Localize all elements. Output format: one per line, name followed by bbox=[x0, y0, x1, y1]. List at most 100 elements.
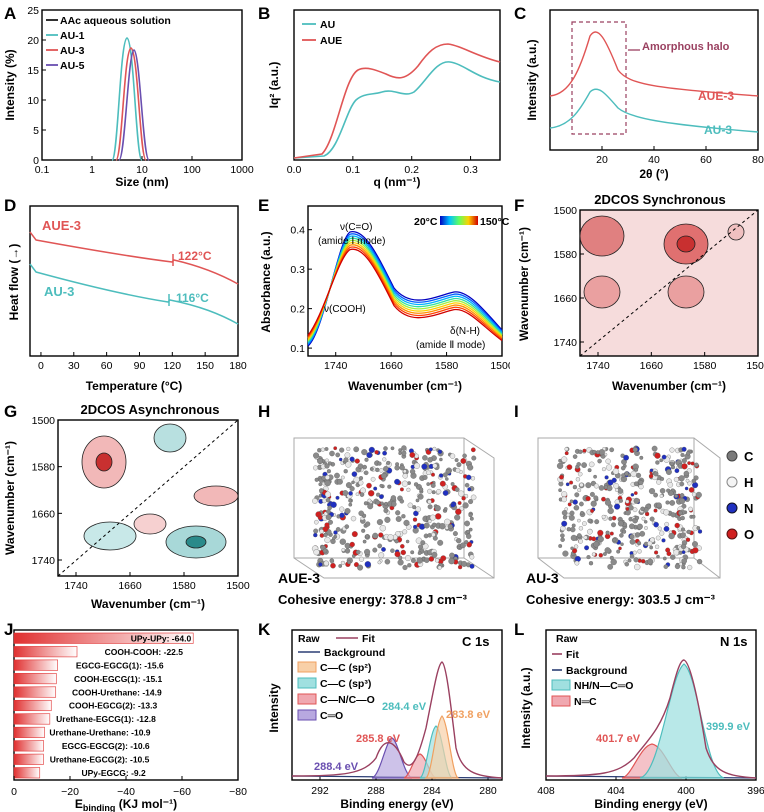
atom bbox=[594, 519, 600, 525]
atom bbox=[314, 477, 319, 482]
atom bbox=[668, 532, 675, 540]
j-xtick-label-0: 0 bbox=[11, 786, 17, 798]
atom bbox=[378, 552, 385, 559]
atom bbox=[374, 450, 379, 455]
j-bar-label-7: Urethane-Urethane: -10.9 bbox=[49, 728, 150, 738]
j-bar-1 bbox=[13, 646, 78, 658]
atom bbox=[401, 445, 407, 451]
atom bbox=[464, 520, 470, 527]
f-ytick-label-2: 1660 bbox=[554, 293, 578, 305]
atom bbox=[691, 514, 696, 519]
k-legend-box-4 bbox=[297, 677, 317, 689]
atom bbox=[457, 564, 463, 570]
atom bbox=[669, 447, 675, 453]
c-xtick-label-0: 20 bbox=[596, 154, 608, 166]
atom bbox=[324, 536, 331, 544]
j-xtick-label-3: −60 bbox=[173, 786, 191, 798]
atom bbox=[590, 500, 597, 507]
d-label-aue3: AUE-3 bbox=[42, 218, 81, 233]
atom bbox=[462, 453, 467, 459]
atom bbox=[588, 461, 595, 468]
mol-box-i bbox=[537, 437, 721, 579]
atom bbox=[471, 455, 477, 461]
a-xtick-label-2: 10 bbox=[136, 164, 148, 176]
atom bbox=[627, 558, 632, 563]
e-legend-from: 20°C bbox=[414, 216, 438, 228]
panel-label-a: A bbox=[4, 4, 17, 23]
atom bbox=[558, 488, 562, 493]
atom bbox=[421, 463, 428, 470]
b-series-au bbox=[293, 61, 501, 159]
atom bbox=[313, 549, 320, 556]
k-peak-label-1: 285.8 eV bbox=[356, 733, 401, 745]
atom bbox=[690, 461, 695, 466]
atom bbox=[405, 539, 410, 544]
atom bbox=[692, 547, 699, 554]
atom bbox=[691, 492, 697, 497]
atom bbox=[467, 464, 474, 471]
k-legend-box-6 bbox=[297, 709, 317, 721]
atom bbox=[654, 452, 661, 459]
j-xtick-label-2: −40 bbox=[117, 786, 135, 798]
atom bbox=[584, 545, 590, 551]
e-ann-cooh: ν(COOH) bbox=[324, 304, 366, 315]
atom bbox=[585, 496, 591, 502]
atom bbox=[632, 550, 637, 555]
atom bbox=[379, 468, 384, 473]
d-series-au3 bbox=[29, 263, 239, 325]
atom bbox=[461, 496, 466, 501]
atom bbox=[640, 506, 645, 512]
atom bbox=[659, 494, 664, 498]
panel-label-h: H bbox=[258, 402, 271, 421]
atom bbox=[340, 475, 345, 480]
atom bbox=[398, 451, 402, 456]
atom bbox=[674, 468, 680, 474]
atom bbox=[335, 527, 341, 532]
atom bbox=[574, 492, 580, 498]
atom bbox=[378, 532, 384, 538]
a-xlabel: Size (nm) bbox=[115, 175, 168, 189]
atom bbox=[339, 447, 345, 453]
k-legend-5: C—N/C—O bbox=[320, 694, 375, 706]
atom bbox=[674, 494, 679, 498]
g-title: 2DCOS Asynchronous bbox=[81, 402, 220, 417]
atom bbox=[423, 522, 430, 529]
j-bar-label-4: COOH-Urethane: -14.9 bbox=[72, 687, 162, 697]
atom bbox=[609, 531, 614, 536]
g-xtick-label-3: 1500 bbox=[226, 580, 250, 592]
atom bbox=[665, 500, 670, 505]
atom bbox=[400, 544, 405, 549]
atom bbox=[679, 493, 685, 498]
atom bbox=[355, 492, 360, 496]
atom bbox=[577, 518, 581, 523]
atom bbox=[318, 482, 323, 487]
atom bbox=[623, 454, 629, 461]
a-ytick-label-1: 20 bbox=[27, 35, 39, 47]
atom bbox=[399, 499, 405, 504]
atom bbox=[673, 476, 679, 483]
atom-n-icon bbox=[726, 502, 738, 514]
atom bbox=[401, 450, 407, 456]
atom bbox=[648, 473, 654, 479]
atom bbox=[570, 526, 576, 533]
atom bbox=[347, 560, 352, 565]
atom bbox=[593, 541, 600, 548]
atom bbox=[325, 497, 331, 503]
panel-label-i: I bbox=[514, 402, 519, 421]
atom bbox=[409, 452, 416, 458]
j-bar-10 bbox=[13, 767, 41, 779]
atom bbox=[695, 491, 702, 498]
atom bbox=[366, 482, 372, 489]
c-series-au3 bbox=[549, 88, 759, 133]
atom bbox=[681, 550, 686, 555]
atom bbox=[651, 445, 658, 452]
atom bbox=[395, 462, 400, 467]
atom bbox=[593, 495, 599, 501]
atom bbox=[407, 481, 411, 485]
atom bbox=[328, 519, 333, 525]
e-legend-to: 150°C bbox=[480, 216, 510, 228]
atom bbox=[364, 457, 369, 462]
atom bbox=[366, 452, 373, 459]
atom bbox=[390, 495, 397, 501]
atom bbox=[597, 529, 604, 536]
